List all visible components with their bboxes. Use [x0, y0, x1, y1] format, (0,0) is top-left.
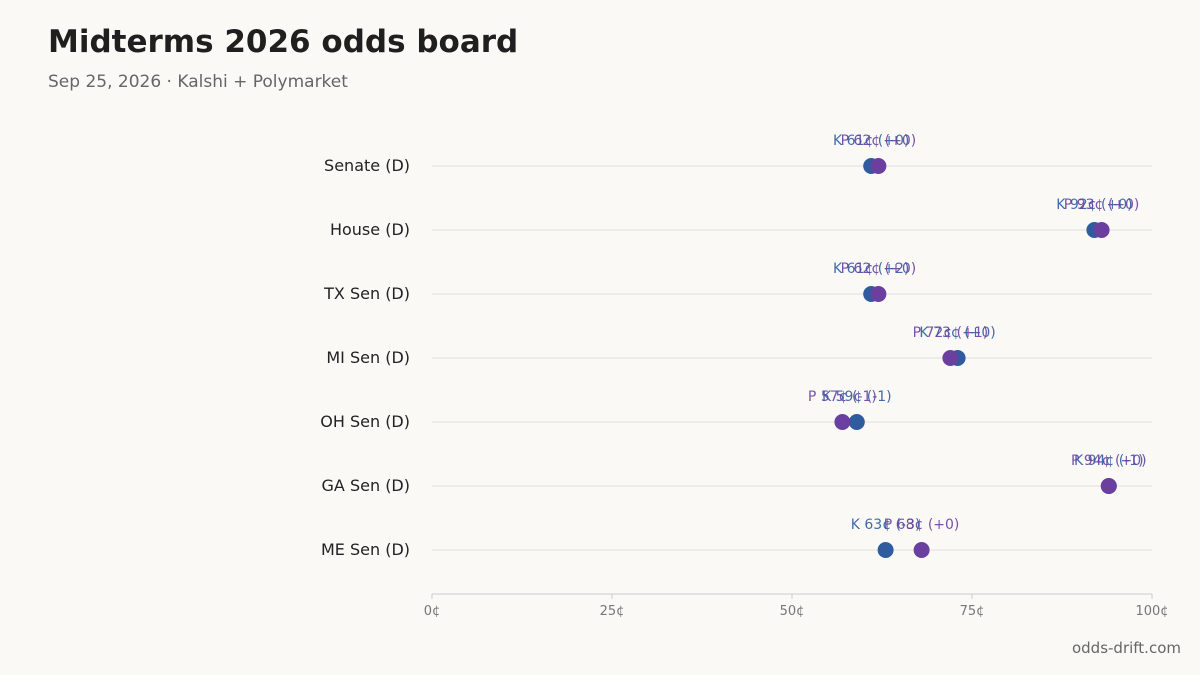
category-labels: Senate (D) House (D) TX Sen (D) MI Sen (D) O… — [320, 156, 410, 559]
category-label: Senate (D) — [324, 156, 410, 175]
value-labels: K 61¢ (+0) K 92¢ (+0) K 61¢ (+2) K 73¢ (+0)… — [808, 133, 1147, 533]
polymarket-dot — [870, 286, 887, 302]
polymarket-value-label: P 68¢ (+0) — [884, 517, 960, 533]
x-tick-label: 100¢ — [1135, 604, 1168, 619]
category-label: ME Sen (D) — [321, 540, 410, 559]
kalshi-value-label: K 61¢ (+2) — [833, 261, 909, 277]
category-label: House (D) — [330, 220, 410, 239]
polymarket-dot — [1100, 478, 1117, 494]
polymarket-value-label: P 57¢ (-1) — [808, 389, 877, 405]
polymarket-dot — [942, 350, 959, 366]
category-label: OH Sen (D) — [320, 412, 410, 431]
chart-subtitle: Sep 25, 2026 · Kalshi + Polymarket — [48, 72, 348, 92]
x-axis: 0¢ 25¢ 50¢ 75¢ 100¢ — [424, 593, 1169, 619]
polymarket-value-label: P 93¢ (+0) — [1064, 197, 1140, 213]
kalshi-value-label: K 61¢ (+0) — [833, 133, 909, 149]
polymarket-value-label: P 62¢ (+0) — [841, 133, 917, 149]
kalshi-value-label: K 73¢ (+0) — [919, 325, 995, 341]
polymarket-dot — [834, 414, 851, 430]
kalshi-dot — [877, 542, 894, 558]
polymarket-value-label: P 62¢ (+0) — [841, 261, 917, 277]
x-tick-label: 50¢ — [780, 604, 805, 619]
kalshi-value-label: K 94¢ (-1) — [1074, 453, 1144, 469]
chart-title: Midterms 2026 odds board — [48, 24, 519, 60]
kalshi-dot — [848, 414, 865, 430]
x-tick-label: 25¢ — [600, 604, 625, 619]
polymarket-dot — [1093, 222, 1110, 238]
polymarket-dot — [913, 542, 930, 558]
category-label: TX Sen (D) — [323, 284, 410, 303]
x-tick-label: 75¢ — [960, 604, 985, 619]
dots-layer — [834, 158, 1117, 558]
kalshi-value-label: K 59¢ (-1) — [822, 389, 892, 405]
source-credit: odds-drift.com — [1071, 639, 1181, 657]
x-tick-label: 0¢ — [424, 604, 441, 619]
category-label: GA Sen (D) — [322, 476, 410, 495]
kalshi-value-label: K 92¢ (+0) — [1056, 197, 1132, 213]
grid-layer — [432, 165, 1152, 551]
polymarket-value-label: P 94¢ (+0) — [1071, 453, 1147, 469]
kalshi-value-label: K 63¢ (-3) — [851, 517, 921, 533]
polymarket-dot — [870, 158, 887, 174]
category-label: MI Sen (D) — [326, 348, 410, 367]
polymarket-value-label: P 72¢ (+1) — [913, 325, 989, 341]
